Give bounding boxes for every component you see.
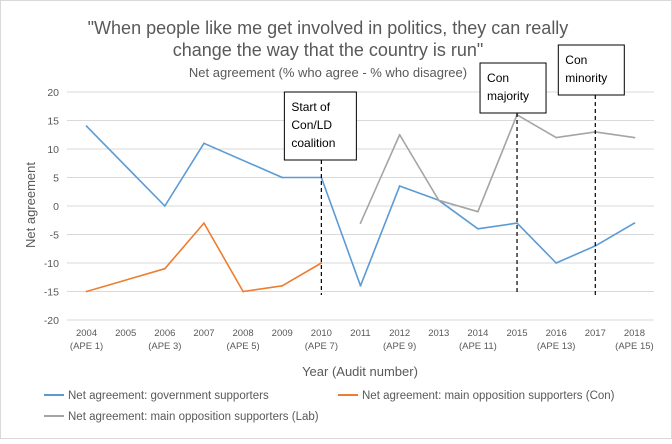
annotation-text: Con	[487, 71, 509, 85]
series-point-1	[281, 284, 284, 287]
series-point-0	[555, 262, 558, 264]
x-tick-label: 2007	[193, 328, 214, 339]
x-tick-label: 2015	[506, 328, 527, 339]
series-point-0	[85, 125, 88, 128]
series-point-0	[633, 222, 636, 225]
x-tick-label: 2005	[115, 328, 136, 339]
annotation-text: minority	[565, 71, 607, 85]
series-line-1	[86, 222, 322, 293]
x-tick-sublabel: (APE 15)	[615, 341, 654, 352]
x-tick-label: 2004	[76, 328, 97, 339]
x-tick-label: 2018	[624, 328, 645, 339]
annotation-text: coalition	[291, 136, 335, 150]
series-point-0	[163, 205, 166, 207]
y-tick-label: -10	[44, 258, 59, 270]
legend: Net agreement: government supporters Net…	[44, 390, 615, 423]
y-tick-label: -20	[44, 315, 59, 327]
x-tick-sublabel: (APE 1)	[70, 341, 103, 352]
series-point-0	[477, 227, 479, 230]
y-axis-ticks: -20 -15 -10 -5 0 5 10 15 20	[44, 87, 59, 327]
annotation-box	[557, 44, 625, 96]
x-tick-label: 2016	[546, 328, 567, 339]
series-point-1	[242, 290, 245, 293]
series-point-2	[555, 136, 558, 139]
series-point-2	[437, 199, 440, 202]
series-point-1	[163, 267, 166, 270]
y-tick-label: 5	[53, 173, 59, 185]
x-tick-sublabel: (APE 7)	[305, 341, 338, 352]
y-tick-label: 20	[47, 87, 59, 99]
chart-title-line-2: change the way that the country is run"	[173, 40, 484, 60]
x-axis-label: Year (Audit number)	[302, 364, 418, 379]
series-point-0	[281, 176, 284, 179]
series-point-1	[203, 222, 205, 225]
annotation-text: majority	[487, 89, 529, 103]
annotation-text: Start of	[291, 100, 330, 114]
legend-label-opposition-lab: Net agreement: main opposition supporter…	[68, 411, 319, 423]
y-tick-label: 10	[47, 144, 59, 156]
series-point-2	[633, 136, 636, 139]
series-point-1	[85, 290, 88, 293]
x-tick-sublabel: (APE 3)	[148, 341, 181, 352]
chart-title-line-1: "When people like me get involved in pol…	[88, 18, 569, 38]
chart-subtitle: Net agreement (% who agree - % who disag…	[189, 65, 467, 80]
x-tick-label: 2009	[272, 328, 293, 339]
series-point-0	[203, 142, 205, 145]
series-point-0	[516, 222, 518, 225]
x-tick-label: 2017	[585, 328, 606, 339]
series-lines	[85, 113, 636, 293]
y-tick-label: 15	[47, 116, 59, 128]
annotations: Start of Con/LD coalition Con majority Con min…	[283, 44, 625, 295]
x-axis-ticks: 2004 (APE 1) 2005 2006 (APE 3) 2007 2008 (APE 5…	[70, 328, 654, 352]
series-point-1	[320, 262, 323, 264]
annotation-box	[479, 62, 547, 114]
x-tick-sublabel: (APE 11)	[459, 341, 497, 352]
y-tick-label: -5	[50, 230, 59, 242]
x-tick-label: 2014	[467, 328, 488, 339]
series-point-2	[477, 210, 479, 213]
series-point-0	[398, 185, 401, 187]
y-axis-label: Net agreement	[23, 162, 38, 248]
annotation-text: Con/LD	[291, 118, 332, 132]
series-point-2	[359, 222, 362, 225]
x-tick-label: 2008	[233, 328, 254, 339]
series-line-2	[359, 114, 635, 224]
x-tick-label: 2012	[389, 328, 410, 339]
y-tick-label: 0	[53, 201, 59, 213]
series-point-0	[359, 284, 362, 287]
x-tick-label: 2013	[428, 328, 449, 339]
y-tick-label: -15	[44, 287, 59, 299]
x-tick-label: 2006	[154, 328, 175, 339]
annotation-text: Con	[565, 53, 587, 67]
x-tick-sublabel: (APE 9)	[383, 341, 416, 352]
annotation-box	[283, 91, 357, 161]
x-tick-label: 2010	[311, 328, 332, 339]
series-point-2	[398, 133, 401, 136]
legend-label-opposition-con: Net agreement: main opposition supporter…	[362, 390, 615, 402]
legend-label-government: Net agreement: government supporters	[68, 390, 269, 402]
x-tick-sublabel: (APE 5)	[226, 341, 259, 352]
x-tick-label: 2011	[350, 328, 370, 339]
gridlines	[67, 91, 654, 321]
x-tick-sublabel: (APE 13)	[537, 341, 576, 352]
